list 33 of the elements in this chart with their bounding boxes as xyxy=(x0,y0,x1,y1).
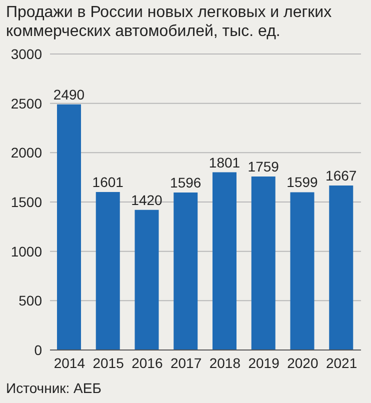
data-label: 1420 xyxy=(131,192,163,208)
bar xyxy=(96,192,120,350)
y-tick-label: 2000 xyxy=(10,144,42,161)
data-label: 2490 xyxy=(53,86,85,102)
bar xyxy=(329,186,354,350)
x-tick-label: 2018 xyxy=(209,354,241,371)
x-tick-label: 2015 xyxy=(92,354,124,371)
bar xyxy=(134,210,159,350)
bar xyxy=(174,192,198,350)
data-label: 1601 xyxy=(92,174,124,190)
x-tick-label: 2021 xyxy=(326,354,358,371)
bar xyxy=(290,192,314,350)
bar xyxy=(57,104,81,350)
y-tick-label: 0 xyxy=(34,342,42,358)
data-label: 1599 xyxy=(286,174,318,190)
data-label: 1596 xyxy=(170,174,202,191)
y-tick-label: 500 xyxy=(18,292,42,309)
bar xyxy=(251,176,276,350)
data-label: 1759 xyxy=(248,158,280,174)
y-tick-label: 3000 xyxy=(10,46,42,62)
data-label: 1667 xyxy=(326,168,357,184)
data-label: 1801 xyxy=(208,154,240,170)
x-tick-label: 2014 xyxy=(54,354,86,371)
y-tick-label: 1000 xyxy=(10,243,42,260)
y-tick-label: 1500 xyxy=(10,194,42,210)
y-tick-label: 2500 xyxy=(10,95,42,112)
x-tick-label: 2016 xyxy=(132,354,163,371)
x-tick-label: 2020 xyxy=(287,354,318,371)
x-tick-label: 2019 xyxy=(248,354,280,371)
text: Источник: АЕБ xyxy=(6,380,102,396)
bar xyxy=(212,172,236,350)
chart-title: Продажи в России новых легковых и легких коммерческих автомобилей, тыс. ед. xyxy=(6,3,333,41)
x-tick-label: 2017 xyxy=(170,354,202,371)
